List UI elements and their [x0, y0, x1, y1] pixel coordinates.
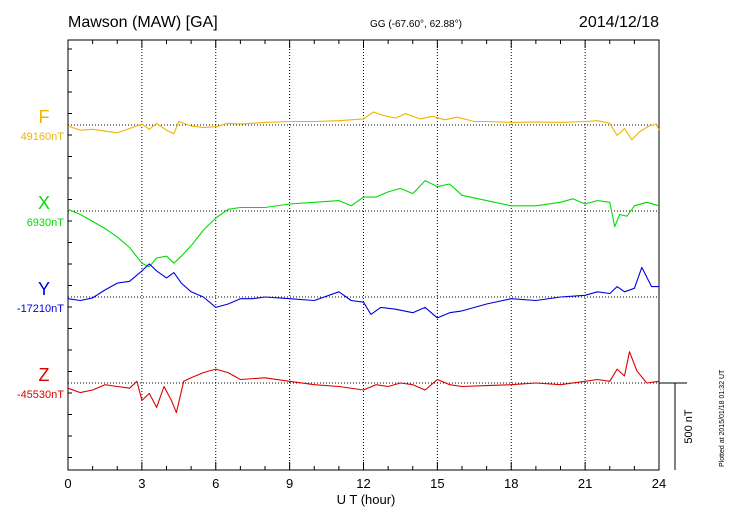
series-group	[67, 111, 660, 414]
x-tick-label: 3	[138, 476, 145, 491]
axes: 0 3 6 9 12 15 18 21 24	[64, 39, 666, 491]
series-line-y	[67, 263, 659, 319]
plot-frame	[67, 39, 660, 471]
x-tick-label: 15	[430, 476, 444, 491]
x-tick-label: 9	[286, 476, 293, 491]
baseline-label-z: -45530nT	[17, 389, 64, 401]
station-title: Mawson (MAW) [GA]	[68, 14, 218, 31]
scale-bar: 500 nT	[659, 382, 695, 470]
x-tick-label: 18	[504, 476, 518, 491]
series-line-f	[67, 111, 660, 141]
series-line-x	[67, 180, 660, 268]
scale-bar-label: 500 nT	[683, 409, 695, 444]
series-name-z: Z	[39, 365, 50, 385]
x-tick-label: 21	[578, 476, 592, 491]
plotted-note: Plotted at 2015/01/18 01:32 UT	[719, 369, 726, 467]
series-name-x: X	[38, 193, 50, 213]
date-label: 2014/12/18	[579, 14, 659, 31]
coordinates-label: GG (-67.60°, 62.88°)	[370, 19, 462, 30]
baseline-label-y: -17210nT	[17, 303, 64, 315]
baseline-label-x: 6930nT	[27, 217, 65, 229]
baseline-label-f: 49160nT	[21, 131, 65, 143]
series-labels: F 49160nT X 6930nT Y -17210nT Z -45530nT	[17, 107, 64, 401]
x-tick-label: 0	[64, 476, 71, 491]
series-line-z	[67, 351, 660, 414]
series-name-y: Y	[38, 279, 50, 299]
x-axis-title: U T (hour)	[337, 492, 396, 507]
x-tick-label: 24	[652, 476, 666, 491]
x-tick-label: 6	[212, 476, 219, 491]
grid	[68, 40, 659, 470]
x-tick-label: 12	[356, 476, 370, 491]
series-name-f: F	[39, 107, 50, 127]
